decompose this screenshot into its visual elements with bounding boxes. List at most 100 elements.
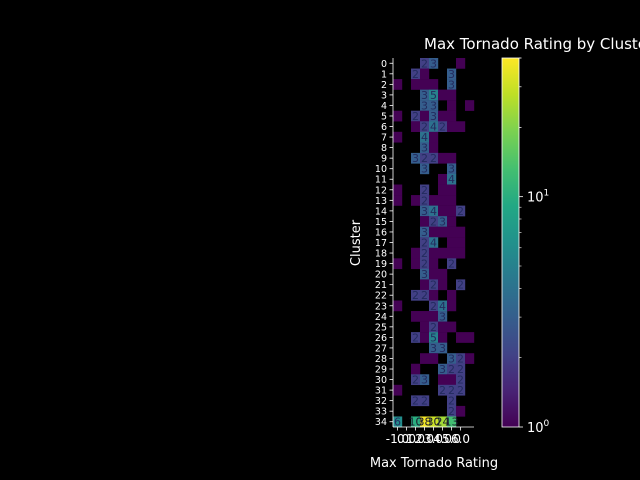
- heatmap-cell: [438, 89, 448, 101]
- cell-value-label: 3: [448, 163, 455, 176]
- cell-value-label: 2: [421, 184, 428, 197]
- heatmap-cell: [447, 100, 457, 111]
- heatmap-cell: [420, 142, 430, 154]
- x-tick-label: 2.0: [415, 432, 434, 446]
- heatmap-cell: [438, 311, 448, 322]
- cell-value-label: 24: [436, 416, 450, 429]
- y-tick-label: 4: [381, 101, 387, 112]
- heatmap-cell: [438, 374, 448, 386]
- heatmap-cell: [438, 342, 448, 354]
- cell-value-label: 4: [430, 205, 437, 218]
- heatmap-cell: [420, 68, 430, 80]
- heatmap-cell: [438, 279, 448, 291]
- heatmap-cell: [420, 374, 430, 386]
- colorbar-tick-label: 101: [527, 189, 549, 206]
- heatmap-cell: [447, 247, 457, 259]
- cell-value-label: 3: [421, 205, 428, 218]
- heatmap-cell: [456, 405, 466, 417]
- heatmap-cell: [447, 416, 457, 428]
- y-tick-label: 10: [375, 164, 387, 175]
- heatmap-cell: [429, 216, 439, 227]
- heatmap-cell: [411, 110, 421, 122]
- cell-value-label: 3: [448, 78, 455, 91]
- cell-value-label: 3: [421, 163, 428, 176]
- colorbar: 100 101: [501, 57, 550, 436]
- cell-value-label: 2: [412, 374, 419, 387]
- heatmap-cell: [420, 100, 430, 111]
- heatmap-cell: [420, 205, 430, 217]
- cell-value-label: 2: [430, 215, 437, 228]
- heatmap-cell: [447, 353, 457, 364]
- y-tick-label: 27: [375, 343, 387, 354]
- heatmap-cell: [411, 363, 421, 375]
- heatmap-cell: [411, 289, 421, 301]
- heatmap-cell: [438, 416, 448, 428]
- heatmap-cell: [447, 384, 457, 396]
- colorbar-tick-label: 100: [527, 419, 550, 436]
- cell-value-label: 2: [439, 384, 446, 397]
- heatmap-cell: [447, 216, 457, 227]
- heatmap-cell: [420, 184, 430, 196]
- x-tick-label: 4.0: [433, 432, 452, 446]
- heatmap-cell: [420, 311, 430, 322]
- y-tick-label: 22: [375, 291, 387, 302]
- heatmap-cell: [429, 142, 439, 154]
- x-tick-label: 1.0: [406, 432, 425, 446]
- y-tick-label: 17: [375, 238, 387, 249]
- heatmap-cell: [411, 247, 421, 259]
- cell-value-label: 2: [457, 384, 464, 397]
- cell-value-label: 2: [430, 152, 437, 165]
- cell-value-label: 2: [448, 363, 455, 376]
- heatmap-cell: [447, 205, 457, 217]
- cell-value-label: 4: [430, 121, 437, 134]
- cell-value-label: 2: [430, 300, 437, 313]
- colorbar-frame: [501, 57, 520, 428]
- y-tick-label: 16: [375, 227, 387, 238]
- cell-value-label: 3: [439, 363, 446, 376]
- x-tick-label: 3.0: [424, 432, 443, 446]
- heatmap-cell: [393, 131, 403, 143]
- heatmap-cell: [447, 226, 457, 238]
- y-tick-label: 0: [381, 59, 387, 70]
- heatmap-cell: [393, 195, 403, 206]
- cell-value-label: 2: [448, 258, 455, 271]
- heatmap-cell: [429, 258, 439, 270]
- y-tick-label: 18: [375, 249, 387, 260]
- y-tick-label: 23: [375, 301, 387, 312]
- heatmap-cell: [420, 163, 430, 175]
- y-tick-label: 28: [375, 354, 387, 365]
- heatmap-cell: [438, 300, 448, 312]
- heatmap-cell: [420, 131, 430, 143]
- colorbar-gradient: [502, 58, 519, 427]
- heatmap-cell: [420, 268, 430, 280]
- heatmap-cell: [420, 226, 430, 238]
- y-tick-label: 1: [381, 69, 387, 80]
- y-tick-label: 8: [381, 143, 387, 154]
- y-tick-label: 11: [375, 175, 387, 186]
- heatmap-cell: [420, 321, 430, 333]
- heatmap-cell: [429, 226, 439, 238]
- cell-value-label: 38: [418, 416, 432, 429]
- heatmap-cell: [411, 195, 421, 206]
- heatmap-cell: [438, 152, 448, 164]
- heatmap-cell: [393, 384, 403, 396]
- y-tick-label: 7: [381, 133, 387, 144]
- x-tick-label: 6.0: [451, 432, 470, 446]
- heatmap-cell: [420, 247, 430, 259]
- heatmap-cell: [420, 152, 430, 164]
- heatmap-cell: [420, 416, 430, 428]
- cell-value-label: 3: [430, 110, 437, 123]
- cell-value-label: 3: [421, 142, 428, 155]
- heatmap-cell: [393, 258, 403, 270]
- cell-value-label: 3: [430, 342, 437, 355]
- y-axis-label: Cluster: [349, 219, 364, 266]
- heatmap-cells: [393, 58, 475, 428]
- x-axis-label: Max Tornado Rating: [370, 456, 498, 471]
- heatmap-cell: [429, 152, 439, 164]
- y-tick-label: 30: [375, 375, 387, 386]
- y-tick-label: 34: [375, 417, 387, 428]
- heatmap-cell: [456, 353, 466, 364]
- y-tick-label: 25: [375, 322, 387, 333]
- heatmap-cell: [456, 374, 466, 386]
- heatmap-cell: [447, 237, 457, 248]
